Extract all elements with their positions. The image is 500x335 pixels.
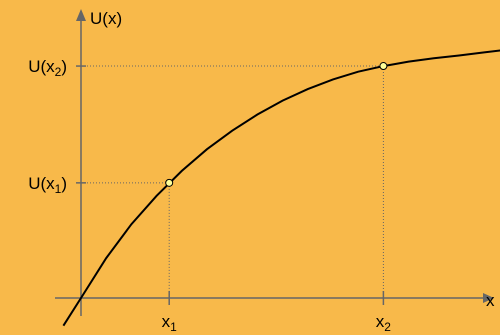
- y-label-u1: U(x1): [28, 174, 67, 196]
- point-x1: [165, 178, 174, 187]
- utility-curve: [62, 49, 500, 327]
- y-label-u2: U(x2): [28, 57, 67, 79]
- point-x2: [379, 62, 388, 71]
- x-axis-arrow-icon: [483, 293, 494, 303]
- x-label-x2: x2: [376, 312, 392, 334]
- y-axis-label: U(x): [90, 9, 122, 28]
- x-label-x1: x1: [162, 312, 178, 334]
- y-axis-arrow-icon: [76, 9, 86, 21]
- x-axis-label: x: [486, 291, 495, 310]
